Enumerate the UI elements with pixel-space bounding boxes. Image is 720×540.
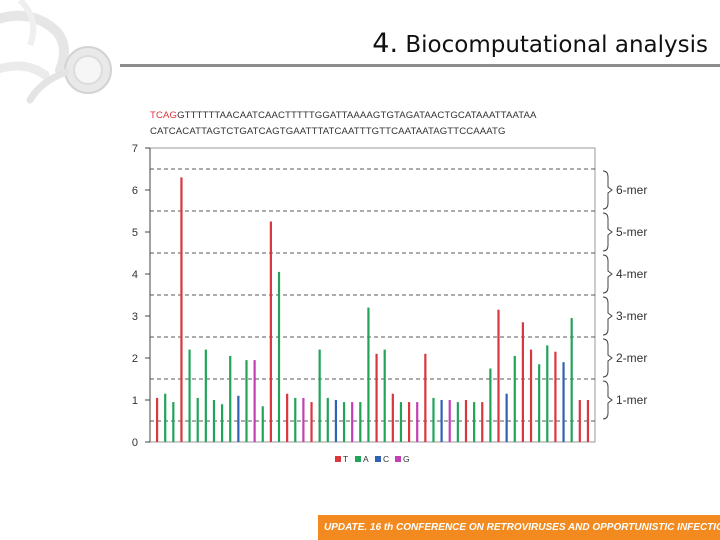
bar-A xyxy=(204,349,207,442)
bar-T xyxy=(554,351,557,442)
sequence-line-1-rest: GTTTTTTAACAATCAACTTTTTGGATTAAAAGTGTAGATA… xyxy=(177,110,537,121)
bar-T xyxy=(497,309,500,442)
bar-A xyxy=(277,271,281,442)
bar-A xyxy=(342,402,346,442)
legend-label-C: C xyxy=(383,454,389,464)
bar-A xyxy=(229,355,232,442)
bar-A xyxy=(188,349,191,442)
bar-G xyxy=(416,402,419,442)
bar-T xyxy=(375,353,378,442)
legend-swatch-G xyxy=(395,456,401,462)
bar-A xyxy=(367,307,370,442)
slide-title-text: Biocomputational analysis xyxy=(405,32,708,58)
legend-label-A: A xyxy=(363,454,369,464)
dna-sequence: TCAGGTTTTTTAACAATCAACTTTTTGGATTAAAAGTGTA… xyxy=(150,108,536,140)
bar-G xyxy=(448,400,451,442)
bar-C xyxy=(237,395,240,442)
sequence-line-1: TCAGGTTTTTTAACAATCAACTTTTTGGATTAAAAGTGTA… xyxy=(150,108,536,124)
y-tick-label: 3 xyxy=(132,311,138,323)
sequence-highlight: TCAG xyxy=(150,110,178,121)
bar-A xyxy=(196,397,199,442)
mer-label: 6-mer xyxy=(616,183,647,197)
bar-C xyxy=(334,400,338,442)
stethoscope-logo-icon xyxy=(0,0,112,104)
bar-T xyxy=(180,177,183,442)
bar-A xyxy=(513,355,516,442)
bar-A xyxy=(221,404,224,442)
bar-A xyxy=(359,402,362,442)
mer-label: 3-mer xyxy=(616,309,647,323)
mer-label: 1-mer xyxy=(616,393,647,407)
y-tick-label: 2 xyxy=(132,353,138,365)
bar-T xyxy=(269,221,272,442)
legend-swatch-C xyxy=(375,456,381,462)
bar-A xyxy=(245,360,248,442)
legend-swatch-T xyxy=(335,456,341,462)
homopolymer-chart: 0 1 2 3 4 5 6 7 6-mer 5-mer 4-mer 3-mer 2-mer 1-mer T A… xyxy=(132,143,647,464)
bar-G xyxy=(253,360,256,442)
y-tick-label: 1 xyxy=(132,395,138,407)
bar-G xyxy=(351,402,354,442)
bar-T xyxy=(521,322,524,442)
legend-label-T: T xyxy=(343,454,348,464)
bar-T xyxy=(407,402,411,442)
bar-T xyxy=(424,353,427,442)
bar-A xyxy=(212,400,216,442)
slide-number: 4. xyxy=(372,28,399,59)
conference-banner: UPDATE. 16 th CONFERENCE ON RETROVIRUSES… xyxy=(318,515,720,540)
bar-A xyxy=(456,402,459,442)
bar-A xyxy=(570,318,573,442)
legend-swatch-A xyxy=(355,456,361,462)
mer-label: 5-mer xyxy=(616,225,647,239)
y-tick-label: 7 xyxy=(132,143,138,155)
mer-label: 4-mer xyxy=(616,267,647,281)
bar-C xyxy=(562,362,565,442)
bar-A xyxy=(399,402,403,442)
slide-title: 4. Biocomputational analysis xyxy=(330,28,708,59)
bar-T xyxy=(578,400,581,442)
bar-T xyxy=(155,397,159,442)
bar-C xyxy=(440,400,443,442)
bar-A xyxy=(172,402,175,442)
y-tick-label: 5 xyxy=(132,227,138,239)
bar-T xyxy=(481,402,484,442)
mer-brace xyxy=(602,254,613,294)
sequence-line-2: CATCACATTAGTCTGATCAGTGAATTTATCAATTTGTTCA… xyxy=(150,126,506,137)
bar-T xyxy=(286,393,289,442)
bar-C xyxy=(505,393,508,442)
mer-brace xyxy=(602,296,613,336)
bar-T xyxy=(310,402,313,442)
bar-A xyxy=(294,397,297,442)
bar-A xyxy=(383,349,386,442)
bar-A xyxy=(489,368,492,442)
bar-T xyxy=(586,400,590,442)
mer-brace xyxy=(602,170,613,210)
mer-brace xyxy=(602,338,613,378)
y-tick-label: 4 xyxy=(132,269,138,281)
mer-brace xyxy=(602,380,613,420)
bar-A xyxy=(538,364,541,442)
bar-A xyxy=(546,345,549,442)
bar-T xyxy=(464,400,468,442)
bar-T xyxy=(529,349,533,442)
bar-A xyxy=(432,397,435,442)
mer-label: 2-mer xyxy=(616,351,647,365)
y-tick-label: 6 xyxy=(132,185,138,197)
bar-G xyxy=(302,397,305,442)
bar-A xyxy=(318,349,321,442)
bar-A xyxy=(164,393,167,442)
bar-T xyxy=(391,393,394,442)
legend-label-G: G xyxy=(403,454,410,464)
bar-A xyxy=(326,397,329,442)
bar-A xyxy=(261,406,264,442)
title-divider xyxy=(120,64,720,67)
mer-brace xyxy=(602,212,613,252)
y-tick-label: 0 xyxy=(132,437,138,449)
bar-A xyxy=(473,402,476,442)
